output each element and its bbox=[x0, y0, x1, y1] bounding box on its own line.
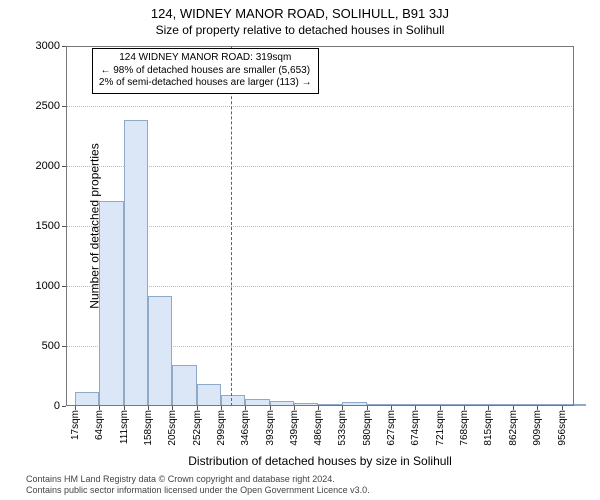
histogram-bar bbox=[464, 404, 488, 406]
histogram-bar bbox=[488, 404, 512, 406]
ytick-mark bbox=[62, 46, 66, 47]
annotation-line-2: ← 98% of detached houses are smaller (5,… bbox=[99, 65, 312, 78]
gridline bbox=[66, 46, 574, 47]
histogram-bar bbox=[367, 404, 391, 406]
histogram-bar bbox=[415, 404, 439, 406]
histogram-bar bbox=[99, 201, 123, 406]
property-marker-line bbox=[231, 46, 232, 406]
histogram-bar bbox=[537, 404, 561, 406]
plot: 05001000150020002500300017sqm64sqm111sqm… bbox=[66, 46, 574, 406]
ytick-label: 2500 bbox=[36, 100, 60, 112]
chart-subtitle: Size of property relative to detached ho… bbox=[0, 23, 600, 37]
xtick-label: 346sqm bbox=[240, 410, 251, 446]
ytick-label: 1000 bbox=[36, 280, 60, 292]
footer-line-2: Contains public sector information licen… bbox=[26, 485, 370, 496]
ytick-mark bbox=[62, 166, 66, 167]
histogram-bar bbox=[342, 402, 366, 406]
ytick-label: 0 bbox=[54, 400, 60, 412]
xtick-label: 252sqm bbox=[192, 410, 203, 446]
xtick-label: 909sqm bbox=[532, 410, 543, 446]
histogram-bar bbox=[270, 401, 294, 406]
histogram-bar bbox=[75, 392, 99, 406]
ytick-mark bbox=[62, 346, 66, 347]
ytick-mark bbox=[62, 226, 66, 227]
xtick-label: 815sqm bbox=[483, 410, 494, 446]
gridline bbox=[66, 106, 574, 107]
histogram-bar bbox=[172, 365, 196, 406]
annotation-box: 124 WIDNEY MANOR ROAD: 319sqm← 98% of de… bbox=[92, 48, 319, 94]
footer-line-1: Contains HM Land Registry data © Crown c… bbox=[26, 474, 370, 485]
ytick-label: 500 bbox=[42, 340, 60, 352]
histogram-bar bbox=[513, 404, 537, 406]
footer: Contains HM Land Registry data © Crown c… bbox=[26, 474, 370, 497]
x-axis-label: Distribution of detached houses by size … bbox=[188, 454, 451, 468]
histogram-bar bbox=[148, 296, 172, 406]
chart-title: 124, WIDNEY MANOR ROAD, SOLIHULL, B91 3J… bbox=[0, 6, 600, 21]
xtick-label: 627sqm bbox=[386, 410, 397, 446]
ytick-label: 2000 bbox=[36, 160, 60, 172]
xtick-label: 956sqm bbox=[557, 410, 568, 446]
xtick-label: 768sqm bbox=[459, 410, 470, 446]
ytick-mark bbox=[62, 286, 66, 287]
xtick-label: 299sqm bbox=[216, 410, 227, 446]
histogram-bar bbox=[391, 404, 415, 406]
ytick-label: 1500 bbox=[36, 220, 60, 232]
plot-area: Number of detached properties 0500100015… bbox=[66, 46, 574, 406]
histogram-bar bbox=[318, 404, 342, 406]
xtick-label: 64sqm bbox=[94, 410, 105, 440]
xtick-label: 721sqm bbox=[435, 410, 446, 446]
xtick-label: 533sqm bbox=[337, 410, 348, 446]
histogram-bar bbox=[124, 120, 148, 406]
xtick-label: 158sqm bbox=[143, 410, 154, 446]
xtick-label: 862sqm bbox=[508, 410, 519, 446]
histogram-bar bbox=[294, 403, 318, 406]
xtick-label: 580sqm bbox=[362, 410, 373, 446]
xtick-label: 111sqm bbox=[119, 410, 130, 444]
xtick-label: 17sqm bbox=[70, 410, 81, 440]
ytick-mark bbox=[62, 106, 66, 107]
histogram-bar bbox=[562, 404, 586, 406]
histogram-bar bbox=[197, 384, 221, 406]
xtick-label: 205sqm bbox=[167, 410, 178, 446]
chart-container: 124, WIDNEY MANOR ROAD, SOLIHULL, B91 3J… bbox=[0, 0, 600, 500]
ytick-label: 3000 bbox=[36, 40, 60, 52]
xtick-label: 439sqm bbox=[289, 410, 300, 446]
histogram-bar bbox=[245, 399, 269, 406]
annotation-line-3: 2% of semi-detached houses are larger (1… bbox=[99, 77, 312, 90]
histogram-bar bbox=[440, 404, 464, 406]
xtick-label: 393sqm bbox=[265, 410, 276, 446]
xtick-label: 674sqm bbox=[410, 410, 421, 446]
annotation-line-1: 124 WIDNEY MANOR ROAD: 319sqm bbox=[99, 52, 312, 65]
histogram-bar bbox=[221, 395, 245, 406]
xtick-label: 486sqm bbox=[313, 410, 324, 446]
ytick-mark bbox=[62, 406, 66, 407]
